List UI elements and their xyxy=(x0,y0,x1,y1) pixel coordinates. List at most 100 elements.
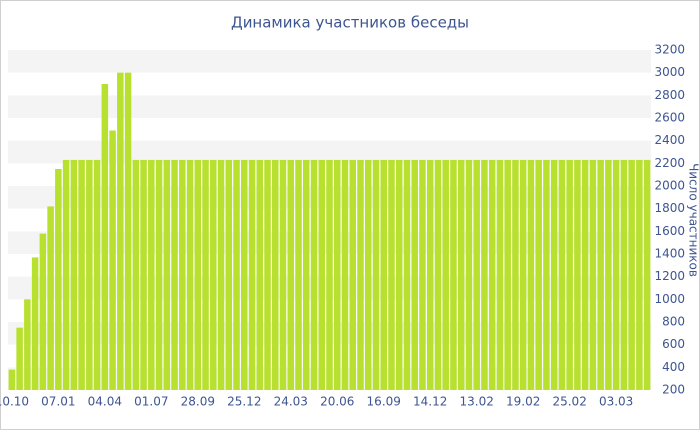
bar xyxy=(55,169,62,390)
x-tick-label: 07.01 xyxy=(41,395,75,409)
y-tick-label: 2000 xyxy=(654,179,685,193)
x-tick-label: 13.02 xyxy=(460,395,494,409)
bar xyxy=(295,159,302,390)
bar xyxy=(419,159,426,390)
bar xyxy=(264,159,271,390)
bar xyxy=(117,72,124,391)
bar xyxy=(341,159,349,390)
bar xyxy=(179,159,186,390)
bar xyxy=(279,159,287,390)
bar xyxy=(450,159,457,390)
bar xyxy=(155,159,163,390)
grid-band xyxy=(8,140,651,164)
x-tick-label: 16.09 xyxy=(367,395,401,409)
bar xyxy=(504,159,511,390)
x-tick-label: 28.09 xyxy=(181,395,215,409)
bar xyxy=(272,159,279,390)
bar xyxy=(388,159,395,390)
bar xyxy=(473,159,480,390)
bar xyxy=(535,159,542,390)
bar xyxy=(349,159,356,390)
grid-band xyxy=(8,50,651,73)
y-tick-label: 800 xyxy=(662,315,685,329)
bar xyxy=(16,327,23,390)
y-tick-label: 3000 xyxy=(654,65,685,79)
bar xyxy=(612,159,620,390)
y-tick-label: 2200 xyxy=(654,156,685,170)
x-tick-label: 10.10 xyxy=(0,395,29,409)
chart-title: Динамика участников беседы xyxy=(231,14,469,32)
bar xyxy=(628,159,635,390)
x-tick-label: 14.12 xyxy=(413,395,447,409)
bar xyxy=(589,159,597,390)
bar xyxy=(47,206,54,390)
bar xyxy=(512,159,519,390)
bar xyxy=(109,130,116,390)
x-tick-label: 25.02 xyxy=(552,395,586,409)
bar xyxy=(248,159,256,390)
bar xyxy=(194,159,202,390)
bar xyxy=(62,159,70,390)
y-axis-label: Число участников xyxy=(687,163,700,277)
bar xyxy=(558,159,566,390)
bar xyxy=(163,159,171,390)
bar xyxy=(148,159,155,390)
bar xyxy=(465,159,473,390)
y-tick-label: 2400 xyxy=(654,133,685,147)
bar xyxy=(101,84,109,390)
bar xyxy=(326,159,333,390)
bar xyxy=(39,233,47,390)
bar xyxy=(233,159,240,390)
bar xyxy=(411,159,418,390)
x-tick-label: 01.07 xyxy=(134,395,168,409)
bar xyxy=(566,159,573,390)
bar xyxy=(481,159,488,390)
bar xyxy=(70,159,78,390)
bar xyxy=(225,159,233,390)
bar xyxy=(488,159,496,390)
bar xyxy=(8,369,16,390)
bar xyxy=(217,159,225,390)
y-tick-label: 1600 xyxy=(654,224,685,238)
y-tick-label: 3200 xyxy=(654,43,685,57)
bar xyxy=(380,159,387,390)
bar xyxy=(24,299,31,390)
bar xyxy=(426,159,434,390)
bar xyxy=(496,159,504,390)
bar xyxy=(310,159,318,390)
bar xyxy=(581,159,589,390)
bar xyxy=(318,159,326,390)
bar xyxy=(364,159,372,390)
bar xyxy=(132,159,140,390)
x-tick-label: 20.06 xyxy=(320,395,354,409)
bar xyxy=(620,159,628,390)
y-tick-label: 1400 xyxy=(654,247,685,261)
bar xyxy=(357,159,364,390)
bar xyxy=(31,257,39,390)
bar xyxy=(140,159,147,390)
y-tick-label: 2600 xyxy=(654,111,685,125)
bar xyxy=(457,159,465,390)
y-tick-label: 1000 xyxy=(654,292,685,306)
bar xyxy=(519,159,527,390)
bar xyxy=(643,159,651,390)
bar xyxy=(636,159,643,390)
bar xyxy=(93,159,101,390)
bar xyxy=(256,159,264,390)
bar xyxy=(395,159,403,390)
bar xyxy=(527,159,535,390)
bar xyxy=(241,159,248,390)
x-tick-label: 25.12 xyxy=(227,395,261,409)
x-tick-label: 24.03 xyxy=(274,395,308,409)
bar xyxy=(202,159,209,390)
bar xyxy=(78,159,85,390)
bar xyxy=(303,159,310,390)
bar xyxy=(124,72,132,391)
x-tick-label: 19.02 xyxy=(506,395,540,409)
bar xyxy=(550,159,558,390)
bar xyxy=(186,159,194,390)
bar xyxy=(403,159,411,390)
grid-band xyxy=(8,95,651,118)
bar xyxy=(442,159,449,390)
